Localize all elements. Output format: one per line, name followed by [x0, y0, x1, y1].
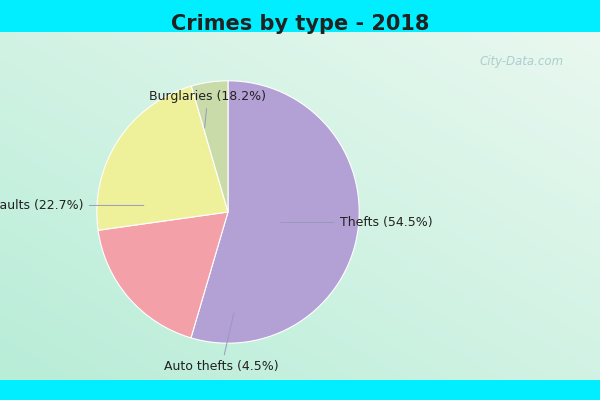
Text: Thefts (54.5%): Thefts (54.5%) [281, 216, 432, 229]
Text: Burglaries (18.2%): Burglaries (18.2%) [149, 90, 266, 128]
Text: City-Data.com: City-Data.com [480, 56, 564, 68]
Wedge shape [98, 212, 228, 338]
Text: Crimes by type - 2018: Crimes by type - 2018 [171, 14, 429, 34]
Wedge shape [97, 86, 228, 230]
Text: Auto thefts (4.5%): Auto thefts (4.5%) [164, 313, 279, 373]
Text: Assaults (22.7%): Assaults (22.7%) [0, 199, 144, 212]
Wedge shape [191, 81, 359, 343]
Wedge shape [191, 81, 228, 212]
